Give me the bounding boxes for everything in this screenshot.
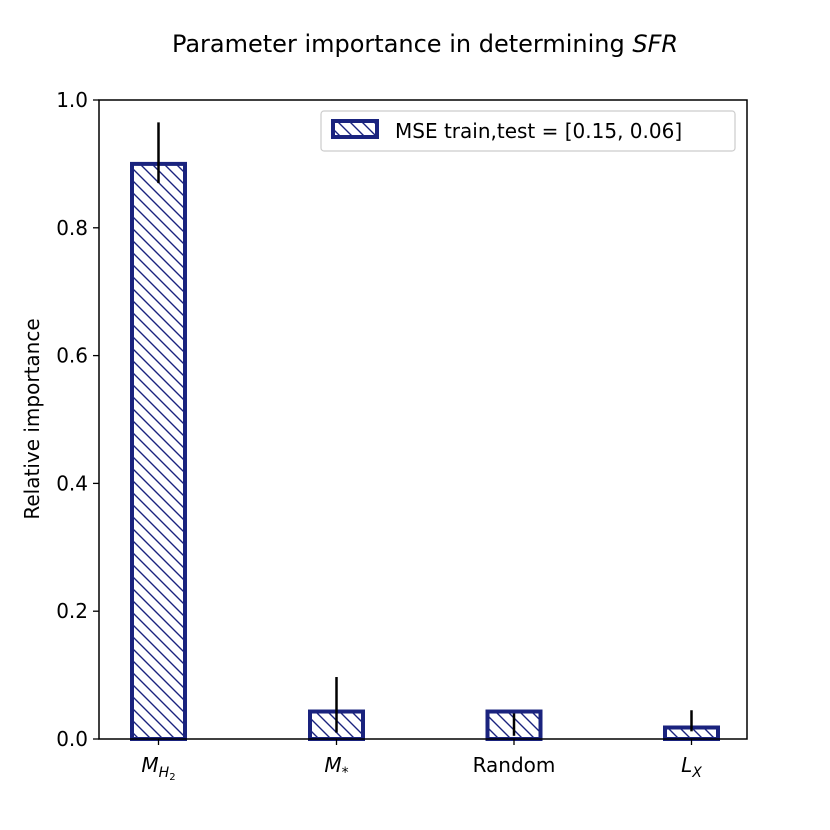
y-tick-label-2: 0.4: [56, 471, 88, 495]
x-tick-label-1: M*: [324, 753, 348, 781]
legend-swatch: [331, 119, 379, 139]
x-tick-label-0: MH2: [141, 753, 175, 783]
bar-0: [130, 161, 187, 741]
y-tick-label-1: 0.2: [56, 599, 88, 623]
y-axis-label: Relative importance: [20, 318, 44, 519]
y-ticks-group: 0.0 0.2 0.4 0.6 0.8 1.0: [56, 88, 99, 751]
x-tick-label-2: Random: [473, 753, 556, 777]
x-tick-label-3: LX: [681, 753, 702, 781]
y-tick-label-3: 0.6: [56, 344, 88, 368]
legend: MSE train,test = [0.15, 0.06]: [320, 110, 736, 152]
x-ticks-group: MH2 M* Random LX: [141, 739, 702, 783]
legend-label: MSE train,test = [0.15, 0.06]: [395, 119, 682, 143]
y-tick-label-5: 1.0: [56, 88, 88, 112]
y-tick-label-0: 0.0: [56, 727, 88, 751]
plot-frame: [98, 99, 748, 740]
legend-box: [320, 110, 736, 152]
bars-group: [130, 161, 720, 742]
y-tick-label-4: 0.8: [56, 216, 88, 240]
chart-title: Parameter importance in determining SFR: [172, 30, 678, 58]
errorbars-group: [157, 122, 693, 736]
